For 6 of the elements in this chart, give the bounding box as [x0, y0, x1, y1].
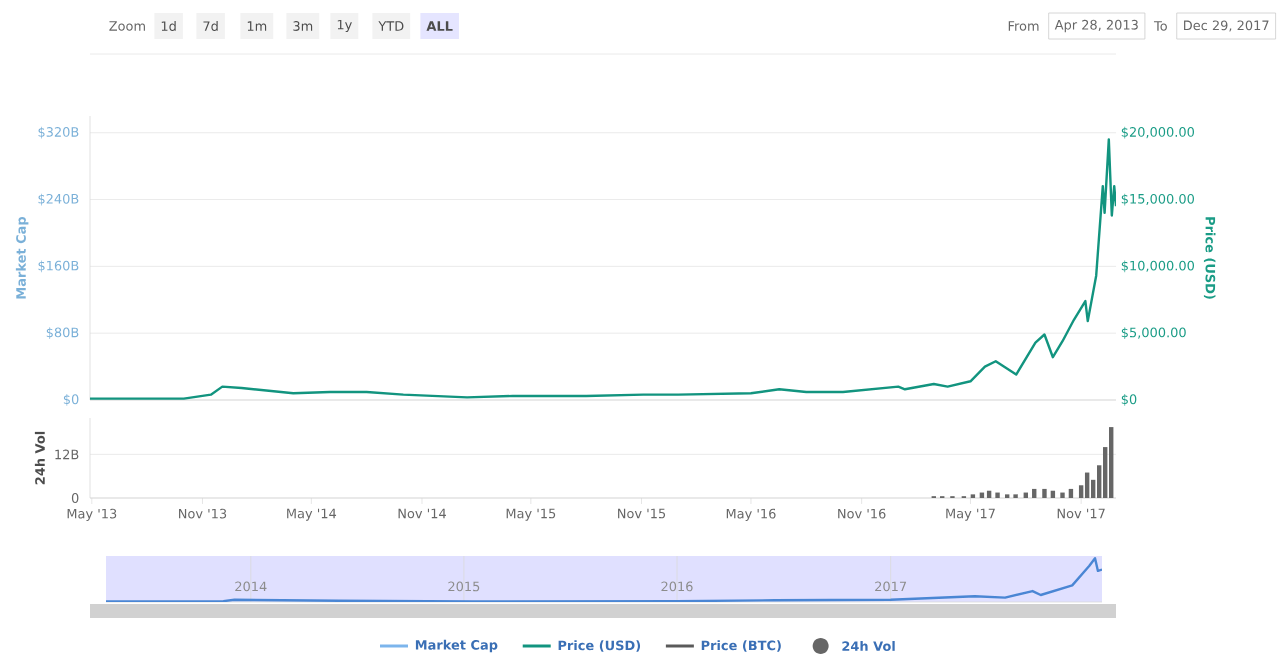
bar: [1109, 427, 1114, 498]
bar: [1068, 488, 1074, 498]
bar: [1060, 492, 1065, 498]
bar: [1042, 488, 1047, 498]
bar: [1032, 488, 1037, 498]
bar: [995, 492, 1000, 498]
